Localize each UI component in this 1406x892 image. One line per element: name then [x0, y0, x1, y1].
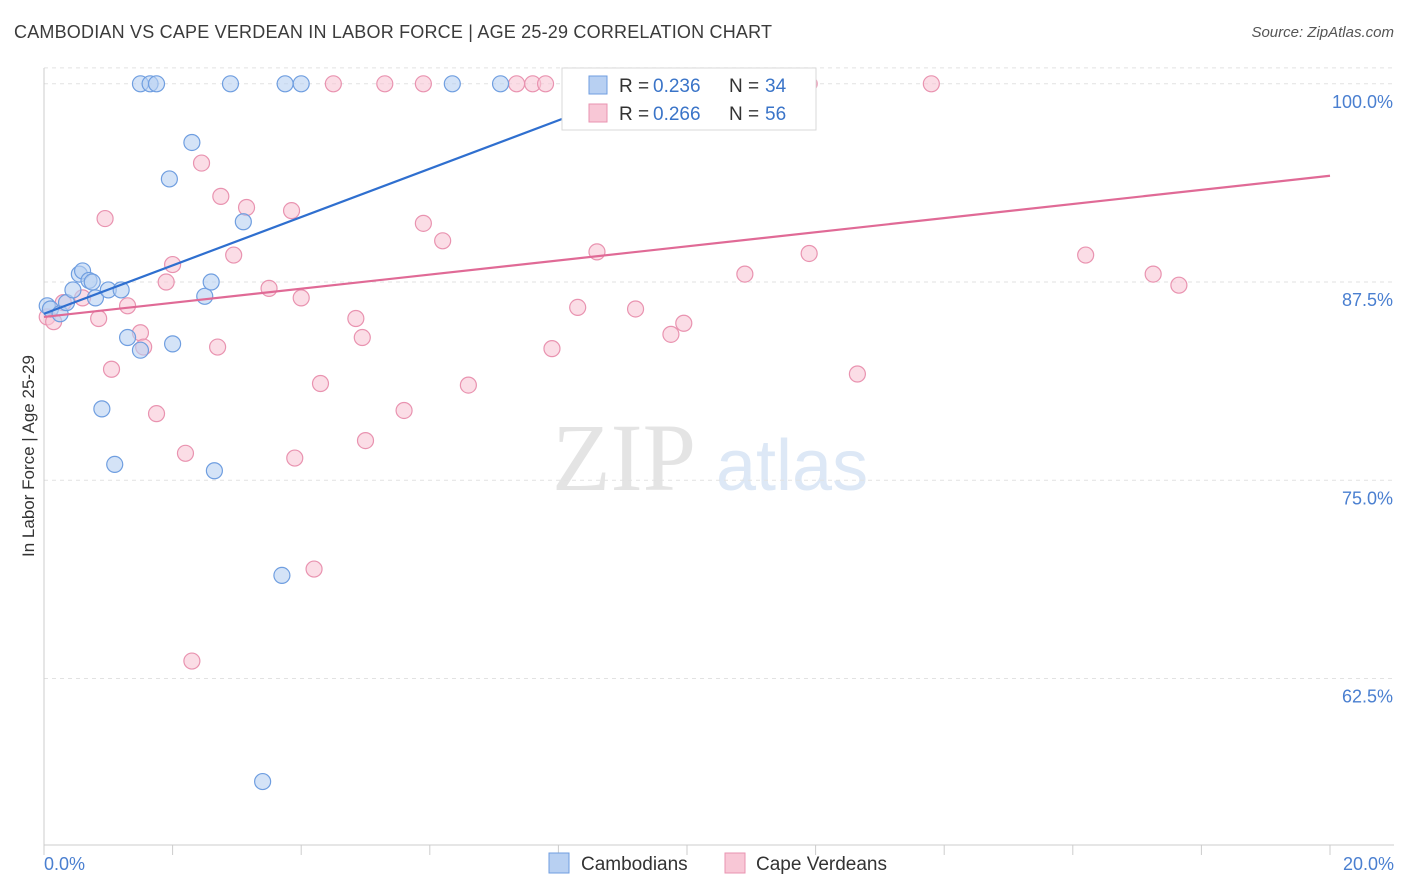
cape-verdean-point-14	[209, 338, 227, 356]
cambodian-point-17	[234, 213, 252, 231]
cape-verdean-point-9	[147, 405, 166, 423]
trend-line-cambodians	[43, 114, 572, 315]
cambodian-point-23	[273, 566, 291, 585]
cape-verdean-point-3	[90, 309, 108, 328]
x-tick-label-min: 0.0%	[44, 854, 85, 874]
cambodian-point-12	[118, 328, 137, 347]
cape-verdean-point-18	[260, 279, 278, 297]
series-cambodians	[38, 75, 580, 791]
cambodian-point-8	[83, 273, 101, 291]
cape-verdean-point-16	[225, 246, 243, 264]
cambodian-point-31	[443, 75, 461, 93]
legend-n-value-1: 34	[765, 76, 787, 97]
y-axis-label: In Labor Force | Age 25-29	[19, 355, 38, 557]
cape-verdean-point-24	[347, 309, 365, 328]
cape-verdean-point-44	[324, 75, 342, 93]
cambodian-point-27	[147, 75, 166, 93]
cape-verdean-point-22	[305, 560, 323, 578]
cambodian-point-14	[164, 335, 182, 353]
legend-r-value-1: 0.236	[653, 76, 701, 97]
cambodian-point-19	[160, 170, 178, 188]
cape-verdean-point-5	[96, 209, 114, 228]
x-tick-label-max: 20.0%	[1343, 854, 1394, 874]
cape-verdean-point-6	[102, 360, 121, 378]
cape-verdean-point-39	[848, 365, 866, 383]
cambodian-point-29	[276, 75, 294, 93]
bottom-legend-swatch-cape-verdeans	[724, 852, 746, 874]
series-cape-verdeans	[38, 75, 1188, 670]
bottom-legend-cape-verdeans: Cape Verdeans	[756, 854, 887, 875]
cape-verdean-point-38	[800, 244, 818, 263]
cape-verdean-point-30	[459, 376, 477, 394]
cape-verdean-point-41	[1144, 265, 1162, 283]
cape-verdean-point-20	[282, 202, 301, 220]
legend-r-value-2: 0.266	[653, 104, 701, 125]
cape-verdean-point-42	[1170, 276, 1188, 294]
cape-verdean-point-25	[353, 328, 371, 347]
cape-verdean-point-27	[395, 401, 413, 420]
y-tick-label-2: 87.5%	[1342, 290, 1393, 310]
chart-title: CAMBODIAN VS CAPE VERDEAN IN LABOR FORCE…	[14, 22, 773, 42]
axes	[43, 68, 1394, 846]
cape-verdean-point-29	[434, 232, 452, 250]
legend-n-label-1: N =	[729, 76, 759, 97]
y-tick-label-1: 75.0%	[1342, 488, 1393, 508]
cambodian-point-30	[292, 75, 310, 93]
cambodian-point-18	[183, 133, 201, 152]
cape-verdean-point-37	[736, 265, 754, 283]
y-tick-label-0: 62.5%	[1342, 686, 1393, 706]
legend-swatch-cape-verdeans	[588, 103, 608, 123]
watermark-zip: ZIP	[552, 404, 696, 511]
cape-verdean-point-15	[212, 187, 230, 205]
cape-verdean-point-4	[118, 297, 137, 315]
cape-verdean-point-31	[543, 340, 561, 358]
cape-verdean-point-32	[569, 298, 587, 316]
cambodian-point-13	[131, 341, 150, 359]
cape-verdean-point-13	[192, 154, 211, 172]
legend-r-label-2: R =	[619, 104, 649, 125]
cape-verdean-point-26	[356, 432, 375, 450]
cambodian-point-15	[196, 287, 214, 305]
cape-verdean-point-17	[237, 198, 256, 217]
cambodian-point-20	[93, 400, 111, 418]
cape-verdean-point-45	[376, 75, 394, 93]
legend: R = 0.236 N = 34 R = 0.266 N = 56	[561, 67, 817, 131]
cape-verdean-point-47	[508, 75, 526, 93]
legend-n-value-2: 56	[765, 104, 786, 125]
cambodian-point-16	[202, 273, 220, 291]
cape-verdean-point-34	[626, 300, 645, 318]
cape-verdean-point-35	[662, 325, 680, 343]
cambodian-point-28	[221, 75, 240, 93]
watermark-atlas: atlas	[716, 426, 868, 506]
cambodian-point-21	[106, 455, 124, 473]
y-tick-labels: 62.5% 75.0% 87.5% 100.0%	[1332, 92, 1393, 707]
cape-verdean-point-43	[183, 652, 201, 670]
cambodian-point-4	[64, 281, 82, 299]
legend-r-label-1: R =	[619, 76, 649, 97]
cape-verdean-point-40	[1077, 246, 1095, 264]
source-label: Source: ZipAtlas.com	[1251, 24, 1394, 41]
bottom-legend: Cambodians Cape Verdeans	[548, 852, 887, 875]
cape-verdean-point-19	[286, 449, 304, 467]
cape-verdean-point-23	[311, 374, 330, 393]
cape-verdean-point-49	[536, 75, 555, 93]
cambodian-point-22	[205, 462, 223, 480]
y-tick-label-3: 100.0%	[1332, 92, 1393, 112]
cambodian-point-32	[491, 75, 510, 93]
cape-verdean-point-53	[922, 75, 940, 93]
bottom-legend-cambodians: Cambodians	[581, 854, 688, 875]
bottom-legend-swatch-cambodians	[548, 852, 570, 874]
legend-n-label-2: N =	[729, 104, 759, 125]
cape-verdean-point-12	[176, 444, 195, 462]
cape-verdean-point-28	[414, 214, 432, 232]
cambodian-point-24	[254, 772, 272, 791]
cape-verdean-point-21	[292, 289, 310, 307]
cape-verdean-point-10	[157, 273, 175, 291]
trend-line-cape-verdeans	[43, 174, 1331, 319]
gridlines	[44, 67, 1394, 679]
cape-verdean-point-36	[675, 314, 693, 332]
legend-swatch-cambodians	[588, 75, 608, 95]
cape-verdean-point-46	[414, 75, 432, 93]
